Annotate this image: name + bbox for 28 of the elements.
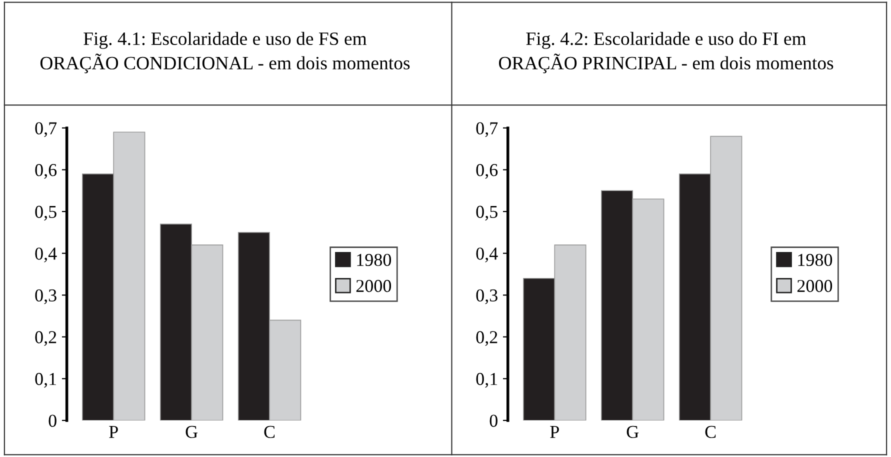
x-tick-label: P <box>550 426 559 438</box>
y-tick-label: 0,6 <box>35 164 57 179</box>
legend-label: 2000 <box>797 280 832 292</box>
y-tick-label: 0 <box>490 414 498 427</box>
legend-label: 1980 <box>357 254 392 266</box>
y-tick-label: 0,3 <box>35 289 56 304</box>
y-tick-label: 0,4 <box>476 248 498 262</box>
chart-title: Fig. 4.1: Escolaridade e uso de FS em ORAÇÃO CONDICIONAL - em dois momentos <box>40 32 410 74</box>
legend-label: 2000 <box>356 280 392 292</box>
y-tick-label: 0,7 <box>35 122 57 137</box>
y-tick-label: 0,5 <box>476 206 498 221</box>
y-tick-label: 0 <box>48 414 56 427</box>
x-tick-label: P <box>109 426 118 438</box>
x-tick-label: C <box>705 426 716 438</box>
y-tick-label: 0,6 <box>476 164 498 179</box>
y-tick-label: 0,1 <box>476 372 498 388</box>
x-tick-label: C <box>264 426 275 438</box>
y-tick-label: 0,3 <box>476 289 498 304</box>
y-tick-label: 0,5 <box>35 206 56 221</box>
x-tick-label: G <box>186 426 198 438</box>
y-tick-label: 0,4 <box>35 248 57 262</box>
legend-label: 1980 <box>798 254 832 266</box>
y-tick-label: 0,7 <box>476 122 498 137</box>
y-tick-label: 0,2 <box>476 331 498 346</box>
y-tick-label: 0,2 <box>35 331 56 346</box>
chart-title: Fig. 4.2: Escolaridade e uso do FI em ORAÇÃO PRINCIPAL - em dois momentos <box>498 32 834 74</box>
y-tick-label: 0,1 <box>35 372 56 388</box>
x-tick-label: G <box>626 426 639 438</box>
